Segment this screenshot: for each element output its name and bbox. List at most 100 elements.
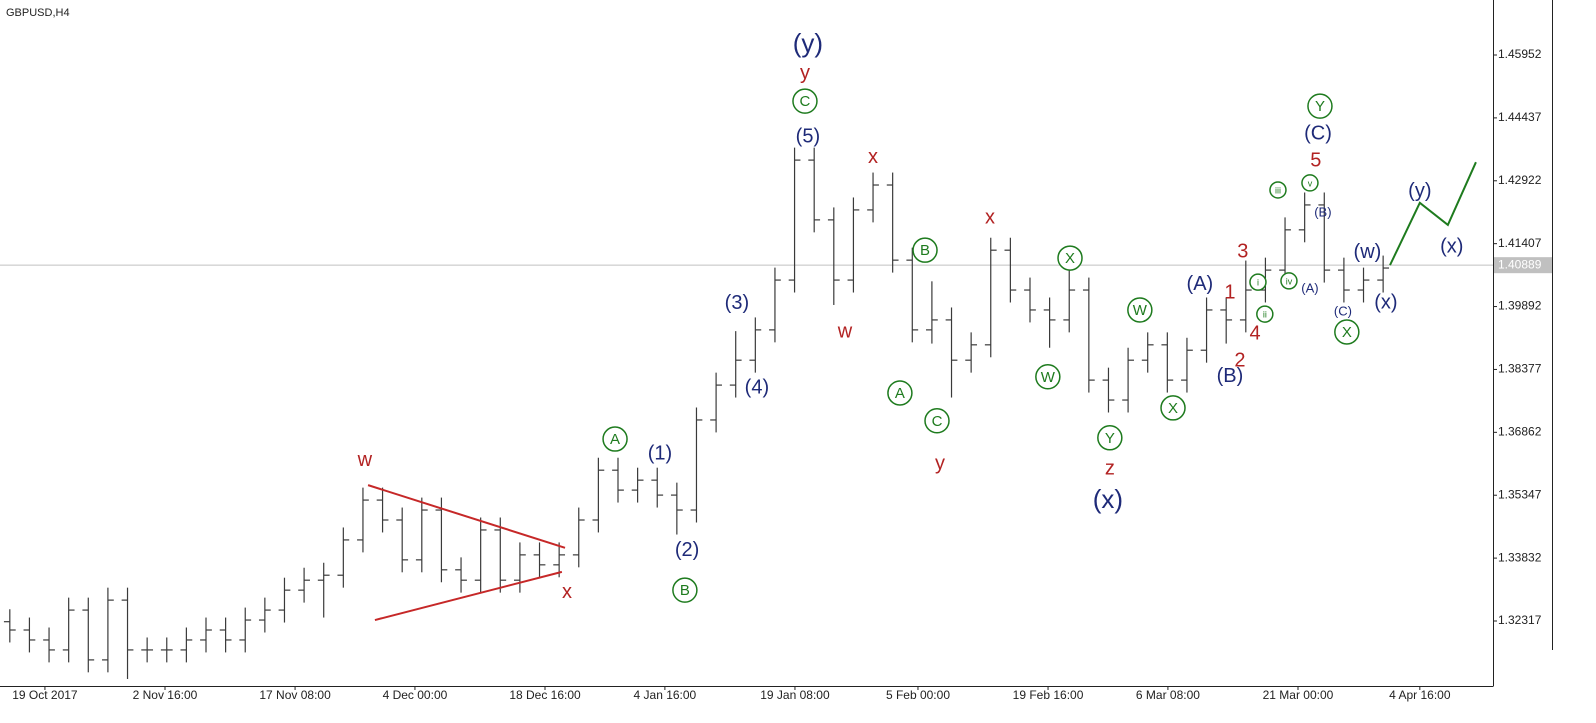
wave-label: (1)	[648, 442, 672, 464]
ohlc-bar	[141, 637, 154, 663]
x-tick-label: 5 Feb 00:00	[886, 688, 950, 702]
wave-label: iii	[1275, 185, 1281, 195]
ohlc-bar	[553, 542, 566, 578]
ohlc-bar	[1298, 192, 1311, 243]
wave-label: W	[1041, 369, 1056, 386]
ohlc-bar	[1377, 255, 1390, 293]
wave-label: (A)	[1301, 280, 1318, 295]
wave-label: Y	[1315, 98, 1325, 115]
wave-circle	[1334, 319, 1360, 345]
ohlc-bar	[612, 457, 624, 503]
ohlc-bar	[1043, 297, 1056, 348]
ohlc-bar	[670, 482, 683, 535]
wave-label: (x)	[1374, 291, 1397, 313]
wave-circle	[1280, 272, 1298, 290]
ohlc-bar	[357, 487, 369, 553]
ohlc-bar	[43, 627, 55, 663]
wave-label: (B)	[1217, 365, 1244, 387]
wave-label: (3)	[725, 292, 749, 314]
ohlc-bar	[1161, 332, 1174, 393]
wave-circle	[602, 426, 628, 452]
ohlc-bar	[710, 372, 722, 433]
trendline	[367, 484, 566, 549]
wave-label: iv	[1286, 276, 1293, 286]
ohlc-bar	[1357, 267, 1370, 303]
ohlc-bar	[494, 517, 507, 593]
wave-circle	[672, 577, 698, 603]
ohlc-bar	[926, 281, 938, 344]
wave-circle	[1269, 181, 1287, 199]
ohlc-bar	[258, 597, 271, 633]
wave-label: w	[357, 449, 373, 471]
ohlc-bar	[1141, 332, 1154, 373]
ohlc-bar	[1220, 297, 1233, 344]
wave-circle	[792, 88, 818, 114]
ohlc-bar	[1181, 337, 1193, 393]
ohlc-bar	[886, 172, 899, 273]
wave-label: X	[1168, 400, 1178, 417]
wave-circle	[1127, 297, 1153, 323]
ohlc-bar	[769, 267, 781, 343]
wave-label: X	[1065, 250, 1075, 267]
ohlc-bar	[592, 457, 605, 533]
wave-label: z	[1105, 457, 1115, 479]
ohlc-bar	[1063, 268, 1076, 333]
wave-label: 1	[1224, 281, 1235, 303]
wave-label: Y	[1105, 430, 1115, 447]
x-tick-label: 19 Jan 08:00	[760, 688, 830, 702]
wave-label: 4	[1249, 322, 1260, 344]
ohlc-bar	[415, 497, 428, 573]
ohlc-bar	[631, 467, 644, 503]
ohlc-bar	[219, 617, 232, 653]
ohlc-bar	[867, 172, 879, 223]
ohlc-bar	[455, 557, 467, 593]
x-tick-label: 19 Feb 16:00	[1013, 688, 1084, 702]
wave-circle	[1256, 305, 1274, 323]
ohlc-bar	[690, 407, 703, 523]
wave-label: (y)	[793, 28, 823, 58]
y-tick-label: 1.33832	[1498, 550, 1542, 564]
x-tick-label: 19 Oct 2017	[12, 688, 78, 702]
wave-label: (B)	[1314, 204, 1331, 219]
wave-label: 2	[1234, 349, 1245, 371]
wave-label: C	[932, 413, 943, 430]
ohlc-bar	[435, 497, 448, 583]
wave-label: B	[920, 242, 930, 259]
ohlc-bar	[749, 317, 762, 373]
ohlc-bar	[317, 562, 330, 618]
wave-circle	[1307, 93, 1333, 119]
ohlc-bar	[808, 147, 821, 233]
wave-label: C	[800, 93, 811, 110]
ohlc-bar	[729, 331, 742, 398]
wave-label: A	[895, 385, 905, 402]
wave-label: B	[680, 582, 690, 599]
y-tick-label: 1.36862	[1498, 425, 1542, 439]
ohlc-bar	[239, 607, 252, 653]
current-price-box	[1494, 257, 1552, 274]
wave-label: (2)	[675, 539, 699, 561]
ohlc-bar	[474, 517, 487, 593]
ohlc-bar	[82, 597, 95, 673]
wave-label: v	[1308, 178, 1313, 188]
ohlc-bar	[827, 207, 840, 305]
y-tick-label: 1.32317	[1498, 613, 1542, 627]
wave-label: (x)	[1440, 235, 1463, 257]
x-tick-label: 17 Nov 08:00	[259, 688, 331, 702]
ohlc-bar	[1004, 237, 1017, 303]
ohlc-bar	[180, 627, 193, 663]
wave-circle	[924, 408, 950, 434]
y-tick-label: 1.38377	[1498, 362, 1542, 376]
ohlc-bar	[984, 237, 997, 358]
wave-label: (C)	[1334, 304, 1352, 319]
y-tick-label: 1.39892	[1498, 299, 1542, 313]
current-price-label: 1.40889	[1498, 257, 1542, 271]
ohlc-bar	[965, 332, 978, 373]
ohlc-bar	[376, 487, 389, 533]
wave-label: (4)	[745, 376, 769, 398]
ohlc-bar	[278, 577, 291, 623]
chart-title: GBPUSD,H4	[6, 7, 70, 19]
wave-label: (5)	[796, 125, 820, 147]
wave-label: W	[1133, 302, 1148, 319]
wave-label: x	[868, 146, 878, 168]
